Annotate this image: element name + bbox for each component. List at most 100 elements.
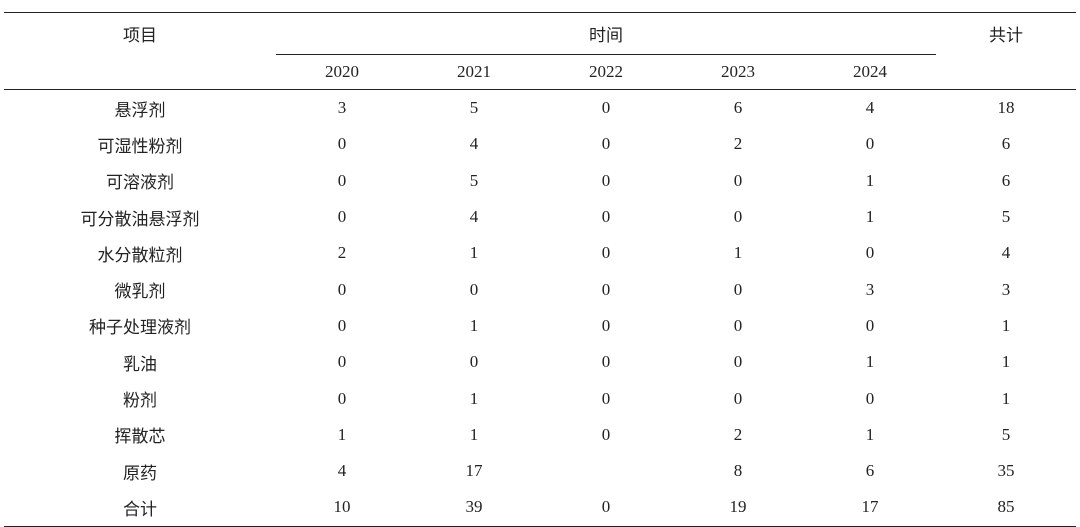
table-cell: 3 xyxy=(337,98,347,118)
column-header-time: 时间 xyxy=(276,12,937,55)
table-cell: 1 xyxy=(469,315,479,335)
table-cell: 0 xyxy=(601,424,611,444)
row-item-label: 合计 xyxy=(4,489,276,527)
table-cell: 0 xyxy=(865,315,875,335)
table-row: 乳油 0 0 0 0 1 1 xyxy=(4,344,1076,380)
column-header-year: 2024 xyxy=(804,55,937,90)
header-row-1: 项目 时间 共计 xyxy=(4,12,1077,90)
table-cell: 0 xyxy=(540,489,672,527)
table-cell: 0 xyxy=(601,170,611,190)
table-cell: 4 xyxy=(337,461,347,481)
table-cell: 0 xyxy=(601,352,611,372)
table-cell: 17 xyxy=(804,489,937,527)
table-cell: 0 xyxy=(601,279,611,299)
table-row: 合计 10 39 0 19 17 85 xyxy=(4,489,1077,527)
table-cell: 0 xyxy=(601,98,611,118)
row-item-label: 微乳剂 xyxy=(114,282,166,302)
row-item-label: 原药 xyxy=(123,463,157,483)
table-row: 水分散粒剂 2 1 0 1 0 4 xyxy=(4,235,1076,271)
row-item-label: 可分散油悬浮剂 xyxy=(80,209,200,229)
table-cell: 0 xyxy=(337,388,347,408)
column-header-year: 2020 xyxy=(276,55,408,90)
row-total: 18 xyxy=(997,98,1015,118)
row-item-label: 种子处理液剂 xyxy=(89,318,191,338)
row-item-label: 挥散芯 xyxy=(114,427,166,447)
table-cell: 4 xyxy=(469,134,479,154)
table-cell: 19 xyxy=(672,489,804,527)
table-cell: 1 xyxy=(865,424,875,444)
table-cell: 10 xyxy=(276,489,408,527)
row-item-label: 粉剂 xyxy=(123,391,157,411)
table-cell: 0 xyxy=(469,352,479,372)
row-item-label: 水分散粒剂 xyxy=(97,245,183,265)
table-cell: 8 xyxy=(733,461,743,481)
table-cell: 0 xyxy=(601,134,611,154)
table-cell: 6 xyxy=(733,98,743,118)
column-header-year: 2021 xyxy=(408,55,540,90)
table-cell: 2 xyxy=(337,243,347,263)
table-cell: 1 xyxy=(865,170,875,190)
table-cell: 5 xyxy=(469,98,479,118)
table-cell: 1 xyxy=(865,352,875,372)
table-cell: 0 xyxy=(865,243,875,263)
table-cell: 0 xyxy=(733,352,743,372)
table-cell: 5 xyxy=(469,170,479,190)
column-header-year: 2022 xyxy=(540,55,672,90)
table-cell: 0 xyxy=(337,134,347,154)
row-item-label: 可湿性粉剂 xyxy=(97,136,183,156)
table-row: 微乳剂 0 0 0 0 3 3 xyxy=(4,271,1076,307)
table-cell: 0 xyxy=(337,207,347,227)
table-row: 粉剂 0 1 0 0 0 1 xyxy=(4,380,1076,416)
table-cell: 3 xyxy=(865,279,875,299)
table-cell: 0 xyxy=(337,352,347,372)
row-item-label: 可溶液剂 xyxy=(106,173,174,193)
table-cell: 1 xyxy=(469,424,479,444)
table-cell: 39 xyxy=(408,489,540,527)
column-header-year: 2023 xyxy=(672,55,804,90)
table-cell: 17 xyxy=(465,461,483,481)
header-row-2: 2020 2021 2022 2023 2024 xyxy=(4,55,1076,90)
row-total: 5 xyxy=(1001,424,1011,444)
table-cell: 0 xyxy=(337,315,347,335)
table-row: 可溶液剂 0 5 0 0 1 6 xyxy=(4,163,1076,199)
table-row: 可分散油悬浮剂 0 4 0 0 1 5 xyxy=(4,199,1076,235)
table-cell: 1 xyxy=(469,388,479,408)
table-cell: 4 xyxy=(469,207,479,227)
row-total: 5 xyxy=(1001,207,1011,227)
row-total: 6 xyxy=(1001,134,1011,154)
table-cell: 1 xyxy=(337,424,347,444)
row-total: 1 xyxy=(1001,352,1011,372)
table-cell: 6 xyxy=(865,461,875,481)
row-total: 85 xyxy=(936,489,1077,527)
row-item-label: 乳油 xyxy=(123,354,157,374)
table-cell: 0 xyxy=(733,388,743,408)
table-cell: 2 xyxy=(733,424,743,444)
table-row: 种子处理液剂 0 1 0 0 0 1 xyxy=(4,308,1076,344)
table-cell: 0 xyxy=(337,279,347,299)
table-cell: 1 xyxy=(469,243,479,263)
table-cell: 0 xyxy=(733,170,743,190)
table-row: 原药 4 17 8 6 35 xyxy=(4,453,1076,489)
row-total: 35 xyxy=(997,461,1015,481)
table-row: 悬浮剂 3 5 0 6 4 18 xyxy=(4,90,1076,127)
table-cell: 0 xyxy=(733,315,743,335)
row-total: 4 xyxy=(1001,243,1011,263)
table-cell: 0 xyxy=(865,388,875,408)
table-cell: 0 xyxy=(865,134,875,154)
table-cell: 4 xyxy=(865,98,875,118)
row-total: 6 xyxy=(1001,170,1011,190)
table-cell: 0 xyxy=(469,279,479,299)
table-row: 可湿性粉剂 0 4 0 2 0 6 xyxy=(4,126,1076,162)
column-header-total: 共计 xyxy=(936,12,1077,90)
table-cell: 0 xyxy=(733,207,743,227)
row-total: 1 xyxy=(1001,388,1011,408)
table-cell: 0 xyxy=(601,207,611,227)
table-cell: 1 xyxy=(865,207,875,227)
table-cell: 0 xyxy=(337,170,347,190)
row-total: 3 xyxy=(1001,279,1011,299)
row-item-label: 悬浮剂 xyxy=(114,100,166,120)
table-cell: 0 xyxy=(601,315,611,335)
table-cell: 0 xyxy=(733,279,743,299)
table-row: 挥散芯 1 1 0 2 1 5 xyxy=(4,417,1076,453)
